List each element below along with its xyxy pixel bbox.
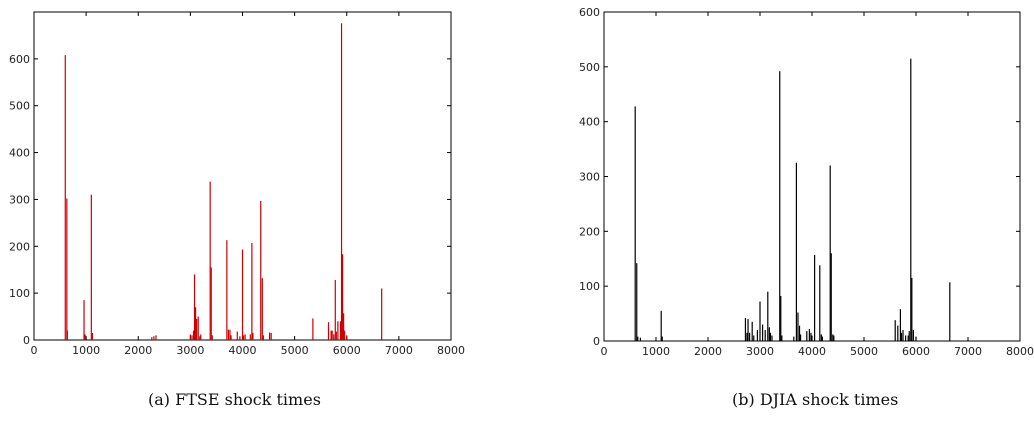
djia-y-tick-label: 400 [579,116,600,129]
ftse-x-tick-label: 8000 [437,344,465,357]
djia-x-tick-label: 2000 [694,345,722,358]
djia-x-tick-label: 5000 [850,345,878,358]
ftse-x-tick-label: 1000 [72,344,100,357]
djia-x-tick-label: 4000 [798,345,826,358]
ftse-x-tick-label: 7000 [385,344,413,357]
ftse-y-tick-label: 300 [9,193,30,206]
ftse-x-tick-label: 0 [31,344,38,357]
djia-y-tick-label: 600 [579,6,600,19]
djia-x-tick-label: 0 [601,345,608,358]
ftse-x-tick-label: 4000 [229,344,257,357]
ftse-y-tick-label: 200 [9,240,30,253]
ftse-x-tick-label: 5000 [281,344,309,357]
djia-y-tick-label: 100 [579,280,600,293]
ftse-x-tick-label: 2000 [124,344,152,357]
chart-djia: 0 1000 2000 3000 4000 5000 6000 7000 8000 0 100 200… [579,6,1034,358]
ftse-x-tick-label: 3000 [176,344,204,357]
djia-plot-area [603,11,1021,342]
djia-y-tick-label: 200 [579,225,600,238]
ftse-y-tick-label: 100 [9,287,30,300]
djia-y-tick-label: 300 [579,171,600,184]
ftse-y-tick-label: 500 [9,100,30,113]
ftse-y-tick-label: 0 [23,334,30,347]
ftse-y-tick-label: 400 [9,147,30,160]
ftse-x-tick-label: 6000 [333,344,361,357]
djia-x-tick-label: 3000 [746,345,774,358]
djia-x-tick-label: 8000 [1006,345,1034,358]
caption-djia: (b) DJIA shock times [732,390,899,409]
djia-y-tick-label: 500 [579,61,600,74]
chart-ftse: 0 1000 2000 3000 4000 5000 6000 7000 8000 0 100 200… [9,11,465,357]
ftse-y-tick-label: 600 [9,53,30,66]
djia-x-tick-label: 7000 [954,345,982,358]
djia-x-tick-label: 1000 [642,345,670,358]
djia-y-tick-label: 0 [593,335,600,348]
caption-ftse: (a) FTSE shock times [148,390,321,409]
djia-x-tick-label: 6000 [902,345,930,358]
